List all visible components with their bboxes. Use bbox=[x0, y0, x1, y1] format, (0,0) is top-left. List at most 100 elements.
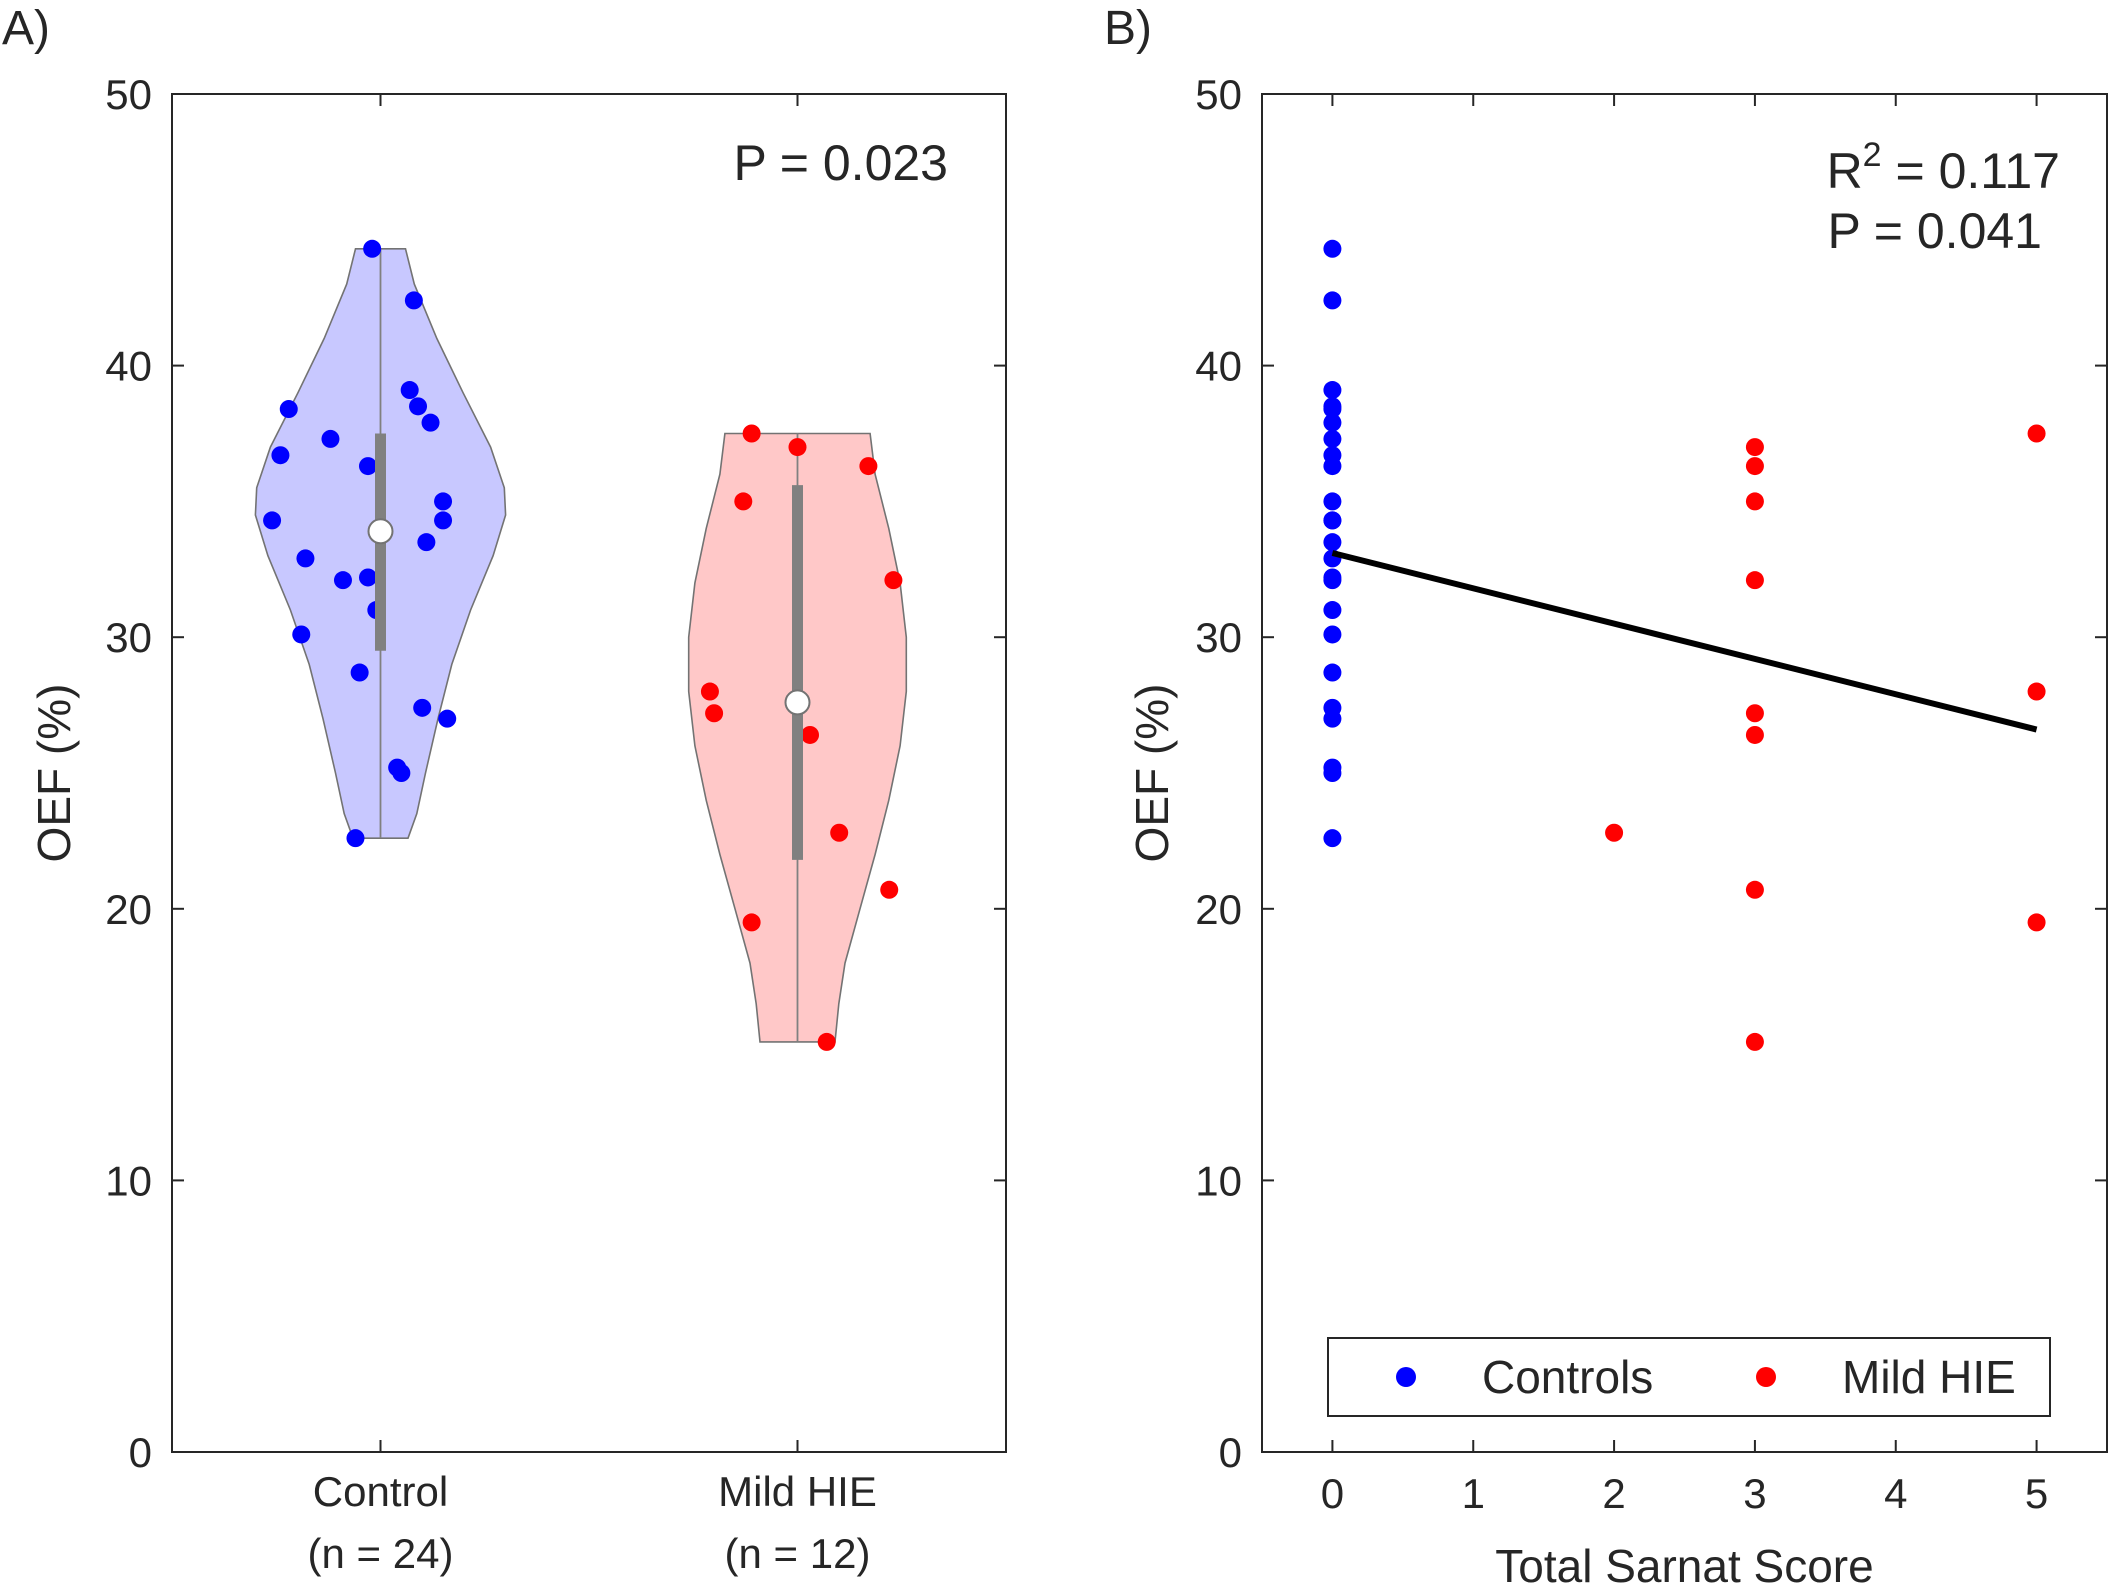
scatter-point-1-6 bbox=[1745, 725, 1764, 744]
scatter-point-0-20 bbox=[1323, 709, 1342, 728]
scatter-point-0-2 bbox=[1323, 381, 1342, 400]
scatter-point-1-3 bbox=[1745, 492, 1764, 511]
panel-a-ylabel: OEF (%) bbox=[28, 684, 80, 863]
regression-line bbox=[1331, 550, 2038, 733]
panel-b-ylabel: OEF (%) bbox=[1126, 684, 1178, 863]
legend: Controls Mild HIE bbox=[1327, 1337, 2051, 1417]
violin-point-1-5 bbox=[700, 682, 719, 701]
violin-point-1-11 bbox=[817, 1032, 836, 1051]
violin-point-0-23 bbox=[346, 829, 365, 848]
panel-b-axes-box bbox=[1261, 93, 2108, 1453]
scatter-point-1-1 bbox=[1745, 438, 1764, 457]
violin-point-0-20 bbox=[438, 709, 457, 728]
panel-b-ytick-label-3: 30 bbox=[1195, 614, 1242, 661]
violin-point-0-4 bbox=[421, 413, 440, 432]
panel-b-xtick-label-4: 4 bbox=[1884, 1470, 1907, 1517]
panel-a-ytick-label-1: 10 bbox=[105, 1157, 152, 1204]
violin-point-0-12 bbox=[417, 533, 436, 552]
violin-point-0-9 bbox=[434, 492, 453, 511]
violin-point-0-5 bbox=[279, 400, 298, 419]
panel-a-ytick-label-0: 0 bbox=[129, 1429, 152, 1476]
violin-point-1-0 bbox=[742, 424, 761, 443]
violin-point-1-2 bbox=[859, 457, 878, 476]
violin-point-0-8 bbox=[358, 457, 377, 476]
scatter-point-0-17 bbox=[1323, 625, 1342, 644]
violin-point-1-7 bbox=[801, 725, 820, 744]
violin-point-1-4 bbox=[884, 571, 903, 590]
panel-a-category-count-1: (n = 12) bbox=[725, 1530, 871, 1577]
violin-point-0-3 bbox=[409, 397, 428, 416]
scatter-point-0-6 bbox=[1323, 429, 1342, 448]
scatter-point-0-22 bbox=[1323, 764, 1342, 782]
legend-label-1: Mild HIE bbox=[1842, 1351, 2016, 1403]
violin-point-1-6 bbox=[705, 704, 724, 723]
violin-point-1-1 bbox=[788, 438, 807, 457]
panel-b-ytick-label-5: 50 bbox=[1195, 71, 1242, 118]
r-squared-superscript: 2 bbox=[1863, 136, 1882, 174]
scatter-point-0-9 bbox=[1323, 492, 1342, 511]
r-squared-prefix: R bbox=[1827, 143, 1863, 199]
panel-b-r-squared: R2 = 0.117 bbox=[1827, 136, 2060, 199]
legend-label-0: Controls bbox=[1482, 1351, 1653, 1403]
scatter-point-0-5 bbox=[1323, 413, 1342, 432]
scatter-point-0-16 bbox=[1323, 601, 1342, 620]
panel-b-ytick-label-4: 40 bbox=[1195, 343, 1242, 390]
violin-point-0-19 bbox=[413, 698, 432, 717]
panel-b-ytick-label-1: 10 bbox=[1195, 1157, 1242, 1204]
scatter-point-1-10 bbox=[2027, 682, 2046, 701]
panel-a-ytick-label-3: 30 bbox=[105, 614, 152, 661]
panel-a-ytick-label-2: 20 bbox=[105, 886, 152, 933]
panel-b-ytick-label-0: 0 bbox=[1219, 1429, 1242, 1476]
panel-a-category-label-1: Mild HIE bbox=[718, 1468, 877, 1515]
scatter-point-1-7 bbox=[1745, 880, 1764, 899]
legend-marker-1 bbox=[1756, 1367, 1776, 1387]
scatter-point-0-12 bbox=[1323, 533, 1342, 552]
panel-b-ytick-label-2: 20 bbox=[1195, 886, 1242, 933]
violin-point-0-1 bbox=[404, 291, 423, 310]
panel-b-scatter-chart: 0 10 20 30 40 50 0 1 2 3 4 5 Total Sarnat Score OEF (… bbox=[1104, 2, 2108, 1589]
violin-point-0-13 bbox=[296, 549, 315, 568]
scatter-point-0-11 bbox=[1323, 511, 1342, 530]
scatter-point-1-0 bbox=[1605, 823, 1624, 842]
violin-point-0-2 bbox=[400, 381, 419, 400]
scatter-point-1-8 bbox=[1745, 1032, 1764, 1051]
violin-point-0-7 bbox=[271, 446, 290, 465]
scatter-point-1-4 bbox=[1745, 571, 1764, 590]
violin-point-0-22 bbox=[392, 764, 411, 782]
violin-point-1-10 bbox=[742, 913, 761, 932]
panel-b-xtick-label-1: 1 bbox=[1462, 1470, 1485, 1517]
scatter-point-0-18 bbox=[1323, 663, 1342, 682]
panel-b-xtick-label-0: 0 bbox=[1321, 1470, 1344, 1517]
panel-a-category-count-0: (n = 24) bbox=[308, 1530, 454, 1577]
violin-median-0 bbox=[367, 518, 394, 545]
violin-point-0-10 bbox=[434, 511, 453, 530]
panel-b-xtick-label-5: 5 bbox=[2025, 1470, 2048, 1517]
violin-point-1-9 bbox=[880, 880, 899, 899]
violin-point-0-17 bbox=[292, 625, 311, 644]
panel-a-label: A) bbox=[2, 2, 50, 55]
scatter-point-0-23 bbox=[1323, 829, 1342, 848]
panel-a-violin-chart: 0 10 20 30 40 50 Control (n = 24) Mild HIE (n = 1… bbox=[2, 2, 1007, 1577]
scatter-point-1-11 bbox=[2027, 913, 2046, 932]
violin-median-1 bbox=[784, 689, 811, 716]
legend-marker-0 bbox=[1396, 1367, 1416, 1387]
r-squared-value: = 0.117 bbox=[1882, 143, 2060, 199]
scatter-point-0-0 bbox=[1323, 239, 1342, 258]
scatter-point-0-8 bbox=[1323, 457, 1342, 476]
violin-point-0-14 bbox=[333, 571, 352, 590]
scatter-point-0-4 bbox=[1323, 400, 1342, 419]
panel-b-xlabel: Total Sarnat Score bbox=[1495, 1540, 1873, 1589]
violin-point-1-3 bbox=[734, 492, 753, 511]
scatter-point-0-15 bbox=[1323, 571, 1342, 590]
violin-point-0-18 bbox=[350, 663, 369, 682]
panel-a-category-label-0: Control bbox=[313, 1468, 448, 1515]
panel-a-ytick-label-4: 40 bbox=[105, 343, 152, 390]
panel-a-axes-box bbox=[171, 93, 1007, 1453]
violin-point-0-0 bbox=[363, 239, 382, 258]
scatter-point-1-9 bbox=[2027, 424, 2046, 443]
violin-point-0-6 bbox=[321, 429, 340, 448]
scatter-point-0-1 bbox=[1323, 291, 1342, 310]
scatter-point-1-2 bbox=[1745, 457, 1764, 476]
panel-b-p-value: P = 0.041 bbox=[1827, 203, 2042, 259]
